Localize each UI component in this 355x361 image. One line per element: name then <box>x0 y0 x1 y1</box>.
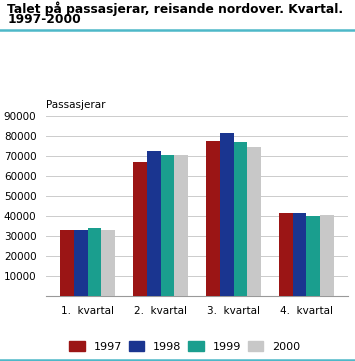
Text: Talet på passasjerar, reisande nordover. Kvartal.: Talet på passasjerar, reisande nordover.… <box>7 2 343 16</box>
Text: Passasjerar: Passasjerar <box>46 100 106 110</box>
Bar <box>306 216 320 296</box>
Text: 1997-2000: 1997-2000 <box>7 13 81 26</box>
Bar <box>174 155 188 296</box>
Bar <box>320 215 334 296</box>
Bar <box>234 142 247 296</box>
Bar <box>220 132 234 296</box>
Bar <box>102 230 115 296</box>
Bar <box>279 213 293 296</box>
Legend: 1997, 1998, 1999, 2000: 1997, 1998, 1999, 2000 <box>69 341 300 352</box>
Bar <box>133 162 147 296</box>
Bar <box>160 155 174 296</box>
Bar <box>88 228 102 296</box>
Bar <box>206 140 220 296</box>
Bar <box>60 230 74 296</box>
Bar <box>293 213 306 296</box>
Bar <box>247 147 261 296</box>
Bar <box>147 151 160 296</box>
Bar <box>74 230 88 296</box>
